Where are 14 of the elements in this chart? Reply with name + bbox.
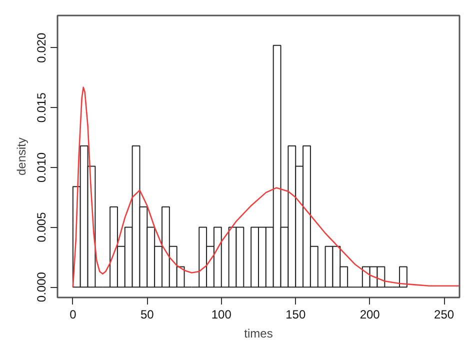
y-tick-label: 0.000 [34,272,48,302]
x-tick-label: 150 [286,308,306,322]
y-axis-title: density [14,137,28,176]
x-axis-title: times [244,326,273,340]
x-tick-label: 250 [434,308,454,322]
x-tick-label: 200 [360,308,380,322]
x-tick-label: 100 [211,308,232,322]
x-tick-label: 0 [70,308,77,322]
line-series [72,86,460,288]
y-tick-label: 0.020 [34,32,48,63]
y-tick-label: 0.015 [34,92,48,123]
x-tick-label: 50 [140,308,154,322]
y-tick-label: 0.005 [34,212,48,242]
y-tick-label: 0.010 [34,152,48,182]
